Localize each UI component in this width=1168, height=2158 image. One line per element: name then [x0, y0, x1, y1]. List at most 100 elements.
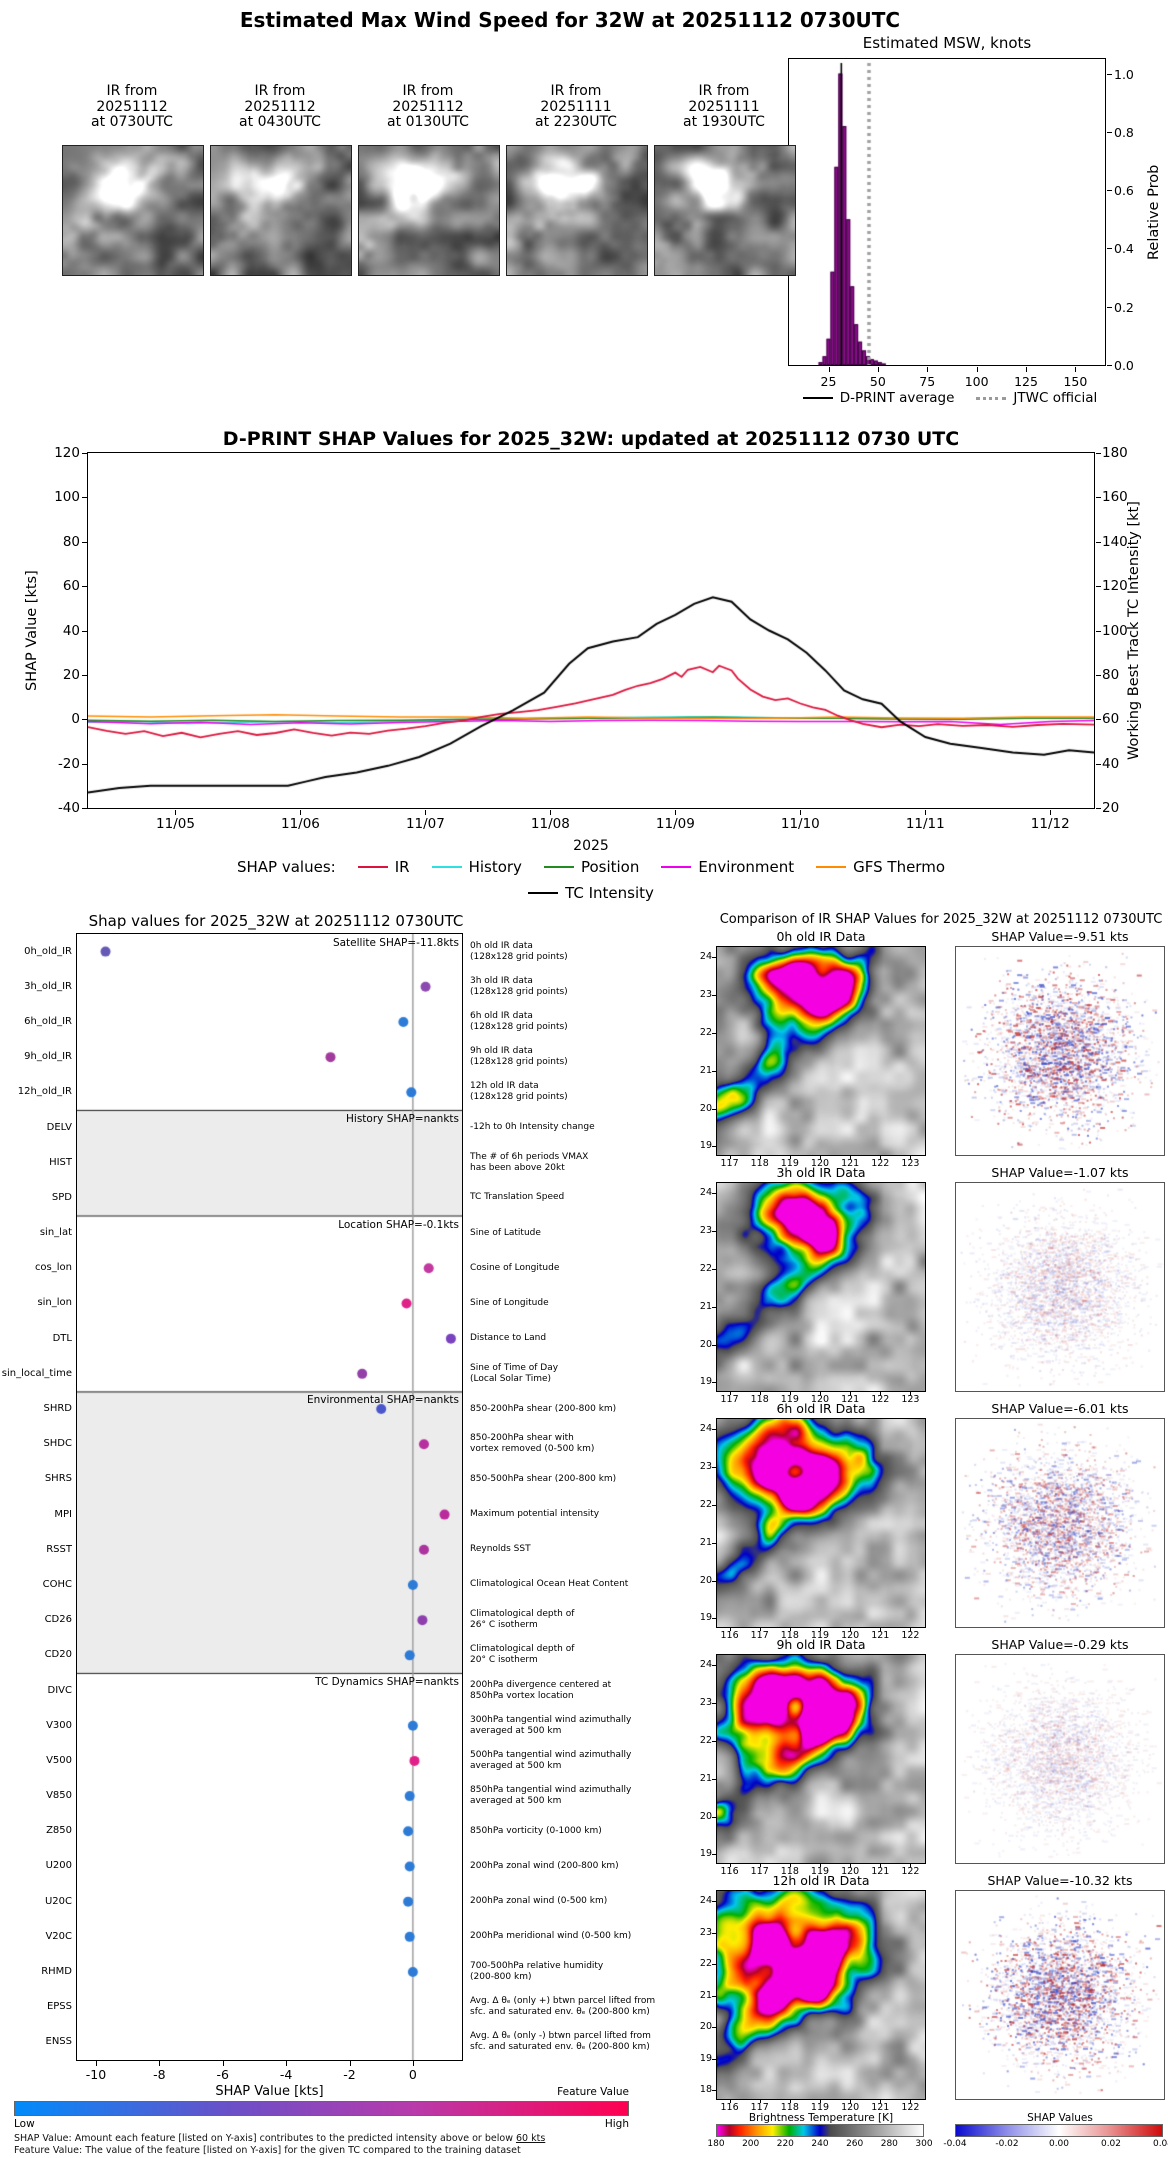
ir-thumbnail-image [358, 145, 500, 276]
timeseries-legend-item: History [431, 858, 522, 876]
tick-mark [910, 1155, 912, 1159]
dotplot-feature-description: Reynolds SST [470, 1544, 531, 1555]
latitude-tick-label: 20 [699, 2021, 712, 2033]
timeseries-legend-item: Environment [661, 858, 794, 876]
dotplot-feature-description: 200hPa zonal wind (0-500 km) [470, 1896, 608, 1907]
tick-mark [712, 1778, 716, 1780]
tick-mark [425, 810, 427, 815]
dotplot-feature-label: V20C [45, 1930, 72, 1942]
dotplot-feature-description: 12h old IR data (128x128 grid points) [470, 1081, 568, 1103]
dotplot-feature-description: 0h old IR data (128x128 grid points) [470, 940, 568, 962]
tick-mark [82, 674, 87, 676]
longitude-tick-label: 121 [841, 1394, 860, 1405]
dotplot-feature-label: 12h_old_IR [17, 1086, 72, 1098]
tick-mark [1096, 808, 1101, 809]
latitude-tick-label: 23 [699, 1697, 712, 1709]
longitude-tick-label: 116 [720, 2102, 739, 2113]
legend-label: TC Intensity [565, 884, 654, 902]
timeseries-left-tick-label: 120 [54, 445, 80, 461]
shap-colorbar-label: SHAP Values [1027, 2112, 1093, 2124]
tick-mark [759, 1863, 761, 1867]
tick-mark [300, 810, 302, 815]
footnote-feature-value: Feature Value: The value of the feature … [14, 2145, 521, 2156]
tick-mark [925, 810, 927, 815]
timeseries-legend-item: GFS Thermo [816, 858, 945, 876]
histogram-legend-item: D-PRINT average [802, 390, 954, 406]
ir-shap-map [955, 946, 1165, 1156]
tick-mark [82, 763, 87, 765]
timeseries-legend-item: IR [357, 858, 410, 876]
tick-mark [712, 1816, 716, 1818]
tick-mark [877, 367, 879, 372]
timeseries-x-tick-label: 11/11 [905, 816, 945, 832]
longitude-tick-label: 122 [871, 1158, 890, 1169]
tick-mark [1107, 365, 1112, 366]
dotplot-section-header: History SHAP=nankts [346, 1112, 459, 1125]
dotplot-feature-label: SHRD [43, 1403, 72, 1415]
tick-mark [880, 2099, 882, 2103]
histogram-legend: D-PRINT average JTWC official [760, 390, 1140, 406]
longitude-tick-label: 123 [901, 1394, 920, 1405]
longitude-tick-label: 120 [841, 1866, 860, 1877]
legend-label: Environment [698, 858, 795, 876]
tick-mark [82, 586, 87, 588]
longitude-tick-label: 120 [841, 2102, 860, 2113]
dotplot-feature-label: Z850 [46, 1825, 72, 1837]
longitude-tick-label: 118 [750, 1394, 769, 1405]
tick-mark [1107, 306, 1112, 308]
timeseries-right-tick-label: 140 [1102, 533, 1128, 550]
tick-mark [222, 2061, 224, 2066]
featurevalue-high-label: High [604, 2118, 629, 2130]
timeseries-right-tick-label: 20 [1102, 800, 1120, 816]
dotplot-feature-description: 850-200hPa shear with vortex removed (0-… [470, 1433, 595, 1455]
tick-mark [850, 2099, 852, 2103]
tick-mark [880, 1155, 882, 1159]
ir-shap-map [955, 1654, 1165, 1864]
dotplot-feature-description: TC Translation Speed [470, 1192, 565, 1203]
longitude-tick-label: 116 [720, 1630, 739, 1641]
dotplot-feature-description: Distance to Land [470, 1333, 547, 1344]
latitude-tick-label: 22 [699, 1026, 712, 1038]
latitude-tick-label: 23 [699, 989, 712, 1001]
timeseries-left-tick-label: 60 [62, 578, 80, 595]
ir-data-image [716, 946, 926, 1156]
dotplot-canvas [77, 934, 462, 2060]
ir-thumbnail-label: IR from 20251112 at 0430UTC [239, 83, 321, 130]
tick-mark [1107, 190, 1112, 192]
shap-colorbar-tick-label: 0.02 [1100, 2139, 1122, 2149]
histogram-x-tick-label: 100 [964, 374, 989, 389]
featurevalue-colorbar [14, 2101, 629, 2116]
legend-label: History [468, 858, 522, 876]
shap-colorbar-tick-label: -0.02 [995, 2139, 1019, 2149]
longitude-tick-label: 120 [810, 1394, 830, 1405]
line-sample [431, 866, 462, 868]
dotplot-feature-description: Sine of Latitude [470, 1227, 541, 1238]
longitude-tick-label: 119 [780, 1158, 799, 1169]
tick-mark [712, 1070, 716, 1072]
tick-mark [789, 2099, 791, 2103]
tick-mark [759, 1155, 761, 1159]
tick-mark [412, 2061, 414, 2066]
dotplot-feature-description: 850-200hPa shear (200-800 km) [470, 1403, 617, 1414]
tick-mark [712, 1429, 716, 1431]
latitude-tick-label: 21 [699, 1300, 712, 1312]
dotplot-x-tick-label: -4 [279, 2067, 293, 2082]
dotplot-section-header: Satellite SHAP=-11.8kts [332, 937, 459, 949]
ir-data-image [716, 1654, 926, 1864]
timeseries-right-tick-label: 80 [1102, 666, 1120, 683]
shap-map-title: SHAP Value=-10.32 kts [987, 1873, 1133, 1888]
tick-mark [850, 1627, 852, 1631]
shap-map-title: SHAP Value=-6.01 kts [991, 1401, 1129, 1416]
longitude-tick-label: 121 [841, 1158, 860, 1169]
latitude-tick-label: 21 [699, 1536, 712, 1548]
ir-image-title: 0h old IR Data [776, 929, 866, 944]
longitude-tick-label: 118 [750, 1158, 769, 1169]
bt-colorbar [716, 2124, 924, 2137]
dotplot-title: Shap values for 2025_32W at 20251112 073… [88, 912, 464, 930]
histogram-y-tick-label: 0.8 [1114, 124, 1134, 140]
bt-colorbar-tick-label: 260 [846, 2139, 864, 2149]
histogram-y-tick-label: 0.6 [1114, 183, 1134, 199]
ir-thumbnail-label: IR from 20251112 at 0130UTC [387, 83, 469, 130]
timeseries-right-tick-label: 120 [1102, 578, 1128, 595]
dashed-line-sample [976, 396, 1007, 400]
